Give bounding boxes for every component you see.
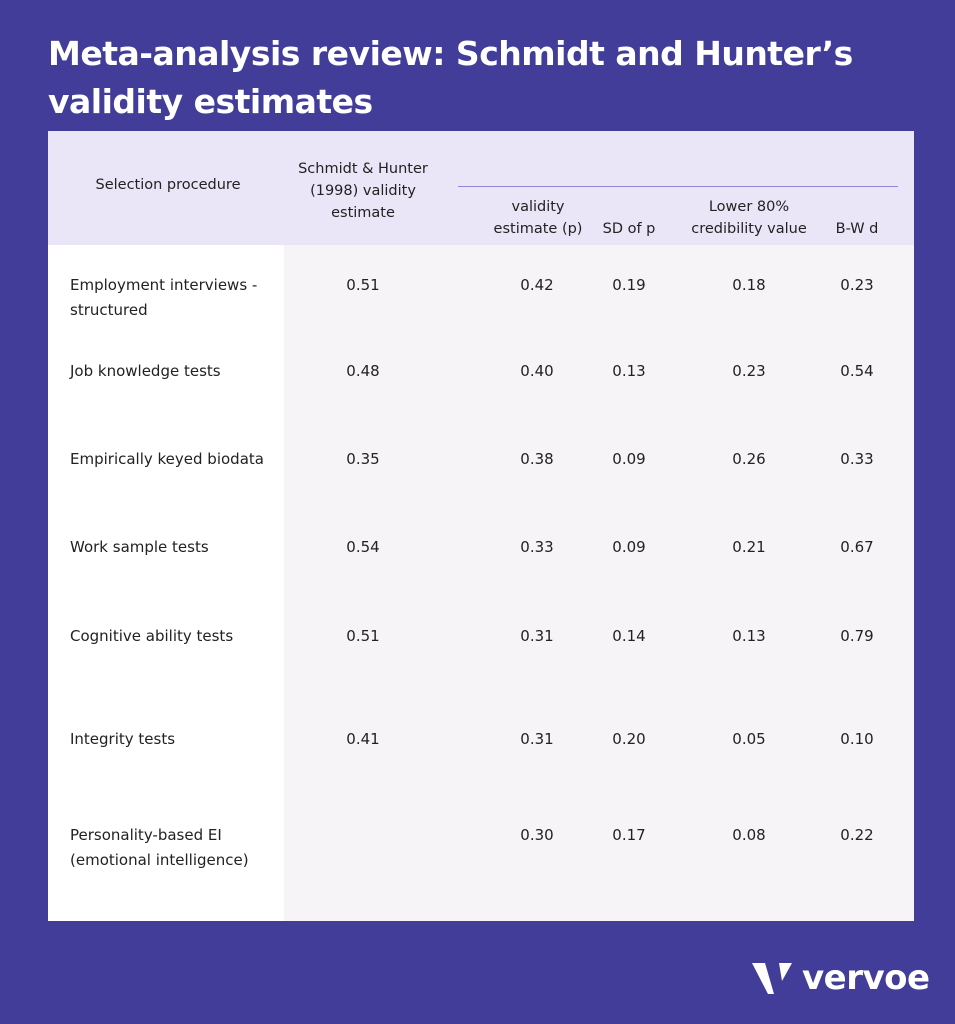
cell-sd: 0.09	[612, 538, 646, 556]
cell-bw: 0.79	[840, 627, 874, 645]
header-divider	[458, 186, 898, 187]
row-label: Employment interviews - structured	[70, 276, 258, 319]
row-label: Empirically keyed biodata	[70, 450, 264, 468]
cell-sh: 0.48	[346, 362, 380, 380]
cell-sd: 0.13	[612, 362, 646, 380]
row-label: Personality-based EI (emotional intellig…	[70, 826, 249, 869]
validity-table: Selection procedure Schmidt & Hunter (19…	[48, 131, 914, 921]
cell-sh: 0.51	[346, 276, 380, 294]
cell-bw: 0.67	[840, 538, 874, 556]
vervoe-logo: vervoe	[752, 958, 930, 998]
cell-low: 0.13	[732, 627, 766, 645]
cell-sd: 0.17	[612, 826, 646, 844]
logo-text: vervoe	[802, 958, 930, 998]
cell-sh: 0.41	[346, 730, 380, 748]
cell-low: 0.23	[732, 362, 766, 380]
header-selection: Selection procedure	[95, 177, 241, 193]
cell-bw: 0.54	[840, 362, 874, 380]
cell-bw: 0.10	[840, 730, 874, 748]
cell-bw: 0.23	[840, 276, 874, 294]
cell-bw: 0.33	[840, 450, 874, 468]
header-lower: Lower 80% credibility value	[691, 199, 807, 237]
cell-low: 0.21	[732, 538, 766, 556]
row-label: Integrity tests	[70, 730, 176, 748]
cell-sh: 0.54	[346, 538, 380, 556]
cell-v: 0.30	[520, 826, 554, 844]
cell-low: 0.26	[732, 450, 766, 468]
page-title: Meta-analysis review: Schmidt and Hunter…	[48, 34, 853, 121]
header-sh: Schmidt & Hunter (1998) validity estimat…	[298, 161, 428, 221]
header-validity: validity estimate (p)	[493, 199, 583, 237]
cell-sh: 0.51	[346, 627, 380, 645]
first-column-bg	[48, 245, 284, 921]
cell-sd: 0.14	[612, 627, 646, 645]
cell-sd: 0.09	[612, 450, 646, 468]
cell-low: 0.08	[732, 826, 766, 844]
row-label: Work sample tests	[70, 538, 209, 556]
cell-low: 0.05	[732, 730, 766, 748]
cell-bw: 0.22	[840, 826, 874, 844]
cell-v: 0.33	[520, 538, 554, 556]
header-sd: SD of p	[602, 221, 656, 237]
cell-sh: 0.35	[346, 450, 380, 468]
row-label: Job knowledge tests	[70, 362, 221, 380]
cell-sd: 0.19	[612, 276, 646, 294]
cell-low: 0.18	[732, 276, 766, 294]
cell-sd: 0.20	[612, 730, 646, 748]
header-bwd: B-W d	[835, 221, 879, 237]
cell-v: 0.31	[520, 730, 554, 748]
cell-v: 0.31	[520, 627, 554, 645]
table-header	[48, 131, 914, 245]
vervoe-v-icon	[752, 963, 792, 994]
row-label: Cognitive ability tests	[70, 627, 234, 645]
cell-v: 0.38	[520, 450, 554, 468]
cell-v: 0.40	[520, 362, 554, 380]
cell-v: 0.42	[520, 276, 554, 294]
